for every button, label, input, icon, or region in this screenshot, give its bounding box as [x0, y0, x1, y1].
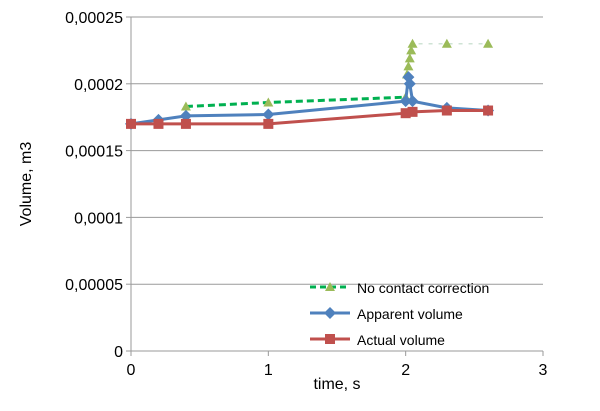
square-marker: [153, 118, 164, 129]
triangle-marker: [325, 282, 335, 291]
square-marker: [263, 118, 274, 129]
y-tick-label: 0,00005: [65, 277, 123, 294]
triangle-marker: [403, 61, 414, 71]
x-tick-label: 0: [127, 362, 136, 379]
triangle-marker: [441, 38, 452, 48]
diamond-marker: [262, 108, 275, 121]
square-marker: [180, 118, 191, 129]
x-tick-label: 1: [264, 362, 273, 379]
square-marker: [407, 106, 418, 117]
series-line: [130, 76, 489, 126]
x-tick-label: 2: [401, 362, 410, 379]
triangle-marker: [180, 101, 191, 111]
y-tick-label: 0,0002: [74, 77, 123, 94]
square-marker: [441, 105, 452, 116]
triangle-marker: [404, 53, 415, 63]
y-tick-label: 0,00015: [65, 144, 123, 161]
legend-label: Actual volume: [357, 332, 445, 348]
square-marker: [483, 105, 494, 116]
triangle-marker: [263, 97, 274, 107]
diamond-marker: [324, 307, 336, 319]
diamond-marker: [403, 77, 416, 90]
y-tick-label: 0,0001: [74, 210, 123, 227]
square-marker: [325, 334, 335, 344]
y-axis-label: Volume, m3: [18, 142, 35, 227]
y-tick-label: 0,00025: [65, 10, 123, 27]
x-tick-label: 3: [539, 362, 548, 379]
square-marker: [400, 108, 411, 119]
triangle-marker: [483, 38, 494, 48]
y-tick-label: 0: [114, 344, 123, 361]
legend-label: No contact correction: [357, 280, 489, 296]
x-axis-label: time, s: [313, 376, 360, 393]
series-line: [404, 42, 489, 98]
diamond-marker: [399, 95, 412, 108]
diamond-marker: [179, 109, 192, 122]
triangle-marker: [407, 38, 418, 48]
triangle-marker: [406, 45, 417, 55]
diamond-marker: [406, 95, 419, 108]
legend-label: Apparent volume: [357, 306, 463, 322]
square-marker: [126, 118, 136, 129]
